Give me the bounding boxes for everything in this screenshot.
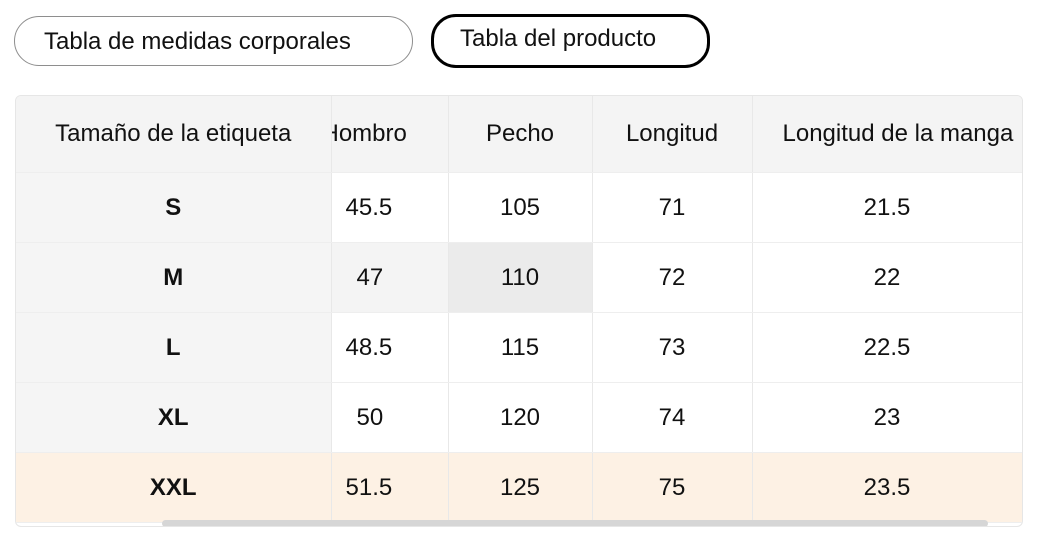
shoulder-value: 51.5 bbox=[331, 452, 449, 523]
shoulder-value: 48.5 bbox=[331, 312, 449, 383]
sleeve-length-value: 21.5 bbox=[752, 172, 1022, 243]
column-header-length: Longitud bbox=[592, 96, 753, 173]
length-value: 73 bbox=[592, 312, 753, 383]
size-label: M bbox=[16, 242, 332, 313]
table-row: L 48.5 115 73 22.5 bbox=[16, 312, 1022, 383]
size-label: XXL bbox=[16, 452, 332, 523]
shoulder-value: 47 bbox=[331, 242, 449, 313]
size-label: XL bbox=[16, 382, 332, 453]
size-label: L bbox=[16, 312, 332, 383]
column-header-sleeve-length: Longitud de la manga bbox=[752, 96, 1022, 173]
chest-value: 120 bbox=[448, 382, 593, 453]
size-table: Tamaño de la etiqueta Hombro Pecho Longi… bbox=[16, 96, 1022, 523]
table-row: XL 50 120 74 23 bbox=[16, 382, 1022, 453]
size-label: S bbox=[16, 172, 332, 243]
chest-value: 110 bbox=[448, 242, 593, 313]
table-header-row: Tamaño de la etiqueta Hombro Pecho Longi… bbox=[16, 96, 1022, 173]
chest-value: 105 bbox=[448, 172, 593, 243]
shoulder-value: 45.5 bbox=[331, 172, 449, 243]
length-value: 72 bbox=[592, 242, 753, 313]
chest-value: 125 bbox=[448, 452, 593, 523]
size-chart-tabs: Tabla de medidas corporales Tabla del pr… bbox=[14, 14, 710, 68]
length-value: 74 bbox=[592, 382, 753, 453]
sleeve-length-value: 23 bbox=[752, 382, 1022, 453]
chest-value: 115 bbox=[448, 312, 593, 383]
sleeve-length-value: 22 bbox=[752, 242, 1022, 313]
tab-body-measurements[interactable]: Tabla de medidas corporales bbox=[14, 16, 413, 66]
length-value: 75 bbox=[592, 452, 753, 523]
sleeve-length-value: 22.5 bbox=[752, 312, 1022, 383]
shoulder-value: 50 bbox=[331, 382, 449, 453]
column-header-shoulder: Hombro bbox=[331, 96, 449, 173]
table-row: S 45.5 105 71 21.5 bbox=[16, 172, 1022, 243]
tab-product-chart[interactable]: Tabla del producto bbox=[431, 14, 710, 68]
table-row: M 47 110 72 22 bbox=[16, 242, 1022, 313]
horizontal-scrollbar[interactable] bbox=[162, 520, 988, 526]
size-table-container[interactable]: Tamaño de la etiqueta Hombro Pecho Longi… bbox=[15, 95, 1023, 527]
length-value: 71 bbox=[592, 172, 753, 243]
sleeve-length-value: 23.5 bbox=[752, 452, 1022, 523]
table-row-highlighted: XXL 51.5 125 75 23.5 bbox=[16, 452, 1022, 523]
column-header-label-size: Tamaño de la etiqueta bbox=[16, 96, 332, 173]
column-header-chest: Pecho bbox=[448, 96, 593, 173]
